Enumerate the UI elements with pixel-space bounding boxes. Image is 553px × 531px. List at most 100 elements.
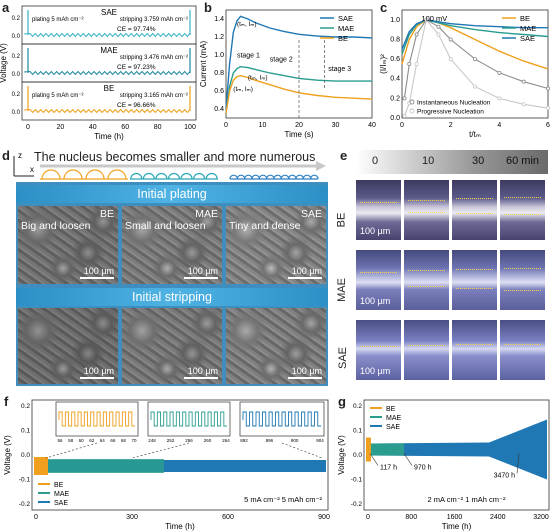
sem-tag: SAE bbox=[300, 208, 322, 220]
xtick-label: 900 bbox=[318, 514, 330, 521]
inset-trace bbox=[58, 411, 135, 427]
ytick-label: -0.2 bbox=[19, 501, 31, 508]
nucleus-dome bbox=[205, 172, 218, 180]
time-gradient-bar bbox=[356, 150, 548, 174]
scale-label: 100 µm bbox=[187, 266, 218, 276]
stripping-label: stripping 3.759 mAh cm⁻² bbox=[120, 17, 188, 23]
inset-connector bbox=[281, 442, 323, 459]
panel-label-g: g bbox=[338, 394, 346, 409]
x-axis-label: Time (h) bbox=[165, 522, 195, 531]
x-axis-label: x bbox=[30, 165, 34, 174]
panel-f: f 0 300 600 900 -0.2 -0.1 0.0 0.1 0.2 Time (h) Vol… bbox=[0, 392, 332, 531]
ytick-label: 0.4 bbox=[214, 106, 224, 113]
micrograph-mae-30 bbox=[452, 250, 497, 310]
scale-bar bbox=[184, 277, 218, 279]
inset-connector bbox=[131, 442, 190, 459]
micrograph-be-60 bbox=[500, 180, 545, 240]
ytick-label: 0.2 bbox=[390, 95, 400, 102]
series-line bbox=[403, 19, 549, 99]
micrograph-sae-30 bbox=[452, 320, 497, 380]
ytick-label: 1.4 bbox=[214, 16, 224, 23]
ce-label: CE = 97.23% bbox=[117, 64, 156, 71]
panel-label-e: e bbox=[340, 148, 348, 163]
nucleus-dome bbox=[63, 169, 83, 180]
row-name: BE bbox=[104, 84, 115, 93]
nucleus-dome bbox=[142, 172, 155, 180]
panel-b: b 0 10 20 30 40 0.4 0.6 0.8 1.0 1.2 1.4 Time (s) Cur… bbox=[198, 0, 378, 142]
stripping-label: stripping 3.165 mAh cm⁻² bbox=[120, 93, 188, 99]
scale-label: 100 µm bbox=[360, 366, 391, 376]
ytick-label: 0.4 bbox=[390, 76, 400, 83]
banner-initial-stripping: Initial stripping bbox=[16, 288, 328, 306]
xtick-label: 20 bbox=[57, 124, 65, 131]
xtick-label: 2 bbox=[449, 122, 453, 129]
xtick-label: 1600 bbox=[447, 514, 463, 521]
y-axis-label: (I/Iₘ)² bbox=[379, 54, 388, 74]
sem-plating-be: BE Big and loosen 100 µm bbox=[18, 206, 118, 284]
panel-c-plot: 0 2 4 6 0.0 0.2 0.4 0.6 0.8 1.0 t/tₘ (I/Iₘ)² 100 mV B… bbox=[379, 9, 550, 139]
xtick-label: 2400 bbox=[490, 514, 506, 521]
x-axis-label: t/tₘ bbox=[469, 130, 481, 139]
xtick-label: 0 bbox=[400, 122, 404, 129]
peak-label: (tₘ, Iₘ) bbox=[233, 86, 253, 93]
inset-tick-label: 896 bbox=[266, 438, 274, 443]
x-axis-label: Time (s) bbox=[284, 130, 313, 139]
panel-label-c: c bbox=[380, 0, 388, 15]
legend-label: SAE bbox=[54, 500, 68, 507]
inset-tick-label: 904 bbox=[316, 438, 324, 443]
inset-tick-label: 252 bbox=[167, 438, 175, 443]
legend-label: MAE bbox=[338, 24, 354, 33]
scale-label: 100 µm bbox=[291, 266, 322, 276]
series-point bbox=[497, 96, 502, 101]
xtick-label: 80 bbox=[154, 124, 162, 131]
sem-tag: BE bbox=[99, 208, 114, 220]
time-label: 60 min bbox=[506, 155, 540, 167]
scale-bar bbox=[184, 377, 218, 379]
series-point bbox=[414, 62, 419, 67]
legend-label: MAE bbox=[386, 415, 402, 422]
plating-label: plating 5 mAh cm⁻² bbox=[32, 93, 84, 99]
xtick-label: 300 bbox=[126, 514, 138, 521]
xtick-label: 800 bbox=[405, 514, 417, 521]
ytick-label: 0.1 bbox=[353, 428, 362, 435]
time-label: 30 bbox=[472, 155, 485, 167]
voltage-band-sae bbox=[366, 419, 547, 480]
inset-tick-label: 64 bbox=[100, 438, 106, 443]
series-point bbox=[497, 70, 502, 75]
plot-frame bbox=[31, 399, 329, 511]
panel-g: g 0 800 1600 2400 3200 -0.2 -0.1 0.0 0.1 0.2 Time … bbox=[334, 392, 553, 531]
peak-label: (tₘ, Iₘ) bbox=[237, 21, 257, 28]
ytick-label: 0.2 bbox=[353, 403, 362, 410]
nucleus-dome bbox=[85, 169, 105, 180]
legend-label: BE bbox=[338, 34, 348, 43]
series-line bbox=[401, 19, 549, 55]
row-frame bbox=[21, 81, 197, 121]
trend-arrowhead bbox=[316, 161, 326, 171]
scale-label: 100 µm bbox=[83, 366, 114, 376]
z-axis-label: z bbox=[18, 151, 22, 160]
series-point bbox=[402, 114, 407, 119]
voltage-trace-be bbox=[23, 108, 191, 114]
inset-tick-label: 62 bbox=[89, 438, 95, 443]
series-point bbox=[402, 96, 407, 101]
ytick-label: 0.2 bbox=[12, 92, 21, 98]
ytick-label: 0.2 bbox=[12, 16, 21, 22]
xtick-label: 100 bbox=[184, 124, 196, 131]
y-axis-label: Voltage (V) bbox=[337, 435, 346, 475]
ytick-label: 0.8 bbox=[214, 70, 224, 77]
nucleus-dome bbox=[167, 172, 181, 180]
xtick-label: 20 bbox=[295, 122, 303, 129]
micrograph-sae-0 bbox=[356, 320, 401, 380]
sem-stripping-be: 100 µm bbox=[18, 308, 118, 384]
banner-initial-plating: Initial plating bbox=[16, 185, 328, 203]
inset-tick-label: 60 bbox=[79, 438, 85, 443]
xtick-label: 0 bbox=[366, 514, 370, 521]
micrograph-be-30 bbox=[452, 180, 497, 240]
xtick-label: 40 bbox=[89, 124, 97, 131]
series-line-sae bbox=[225, 15, 373, 110]
legend-label: MAE bbox=[520, 24, 536, 33]
inset-trace bbox=[242, 411, 321, 427]
series-point bbox=[521, 79, 526, 84]
panel-label-b: b bbox=[204, 0, 212, 15]
legend-label: MAE bbox=[54, 491, 70, 498]
